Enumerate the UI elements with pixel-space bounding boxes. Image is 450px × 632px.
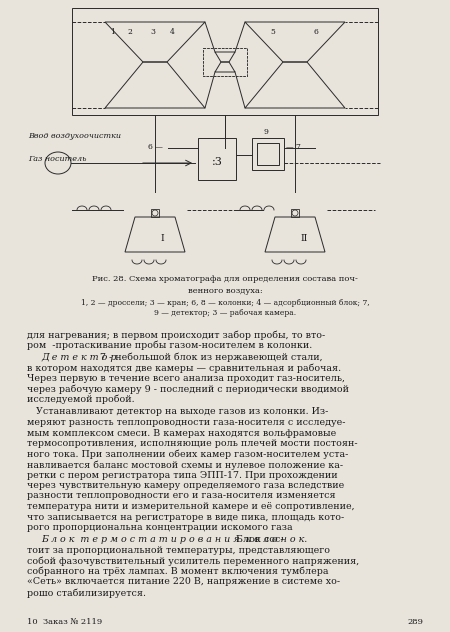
Text: навливается баланс мостовой схемы и нулевое положение ка-: навливается баланс мостовой схемы и нуле… [27,460,343,470]
Text: через рабочую камеру 9 - последний с периодически вводимой: через рабочую камеру 9 - последний с пер… [27,384,349,394]
Text: температура нити и измерительной камере и её сопротивление,: температура нити и измерительной камере … [27,502,355,511]
Text: для нагревания; в первом происходит забор пробы, то вто-: для нагревания; в первом происходит забо… [27,330,325,339]
Text: венного воздуха:: венного воздуха: [188,287,262,295]
Text: :3: :3 [212,157,222,167]
Bar [72,8,378,115]
Bar [198,138,236,180]
Text: термосопротивления, исполняющие роль плечей мости постоян-: термосопротивления, исполняющие роль пле… [27,439,358,448]
Bar [291,209,299,217]
Text: исследуемой пробой.: исследуемой пробой. [27,395,135,404]
Text: что записывается на регистраторе в виде пика, площадь кото-: что записывается на регистраторе в виде … [27,513,344,521]
Text: Устанавливают детектор на выходе газов из колонки. Из-: Устанавливают детектор на выходе газов и… [27,408,328,416]
Text: Через первую в течение всего анализа проходит газ-носитель,: Через первую в течение всего анализа про… [27,374,345,383]
Text: 1: 1 [110,28,115,36]
Text: I: I [160,234,164,243]
Text: 9 — детектор; 3 — рабочая камера.: 9 — детектор; 3 — рабочая камера. [154,309,296,317]
Text: 9: 9 [264,128,269,136]
Text: Блок сос-: Блок сос- [233,535,284,545]
Text: собранного на трёх лампах. В момент включения тумблера: собранного на трёх лампах. В момент вклю… [27,567,328,576]
Text: 2: 2 [127,28,132,36]
Text: ром  -протаскивание пробы газом-носителем в колонки.: ром -протаскивание пробы газом-носителем… [27,341,312,350]
Text: II: II [300,234,307,243]
Bar [257,143,279,165]
Text: «Сеть» включается питание 220 В, напряжение в системе хо-: «Сеть» включается питание 220 В, напряже… [27,578,340,586]
Text: Ввод воздухоочистки: Ввод воздухоочистки [28,132,121,140]
Text: Б л о к  т е р м о с т а т и р о в а н и я  к о л о н о к.: Б л о к т е р м о с т а т и р о в а н и … [41,535,307,545]
Text: 6: 6 [313,28,318,36]
Text: ретки с пером регистратора типа ЭПП-17. При прохождении: ретки с пером регистратора типа ЭПП-17. … [27,470,338,480]
Text: разности теплопроводности его и газа-носителя изменяется: разности теплопроводности его и газа-нос… [27,492,336,501]
Text: через чувствительную камеру определяемого газа вследствие: через чувствительную камеру определяемог… [27,481,344,490]
Text: в котором находятся две камеры — сравнительная и рабочая.: в котором находятся две камеры — сравнит… [27,363,341,373]
Text: 1, 2 — дроссели; 3 — кран; 6, 8 — колонки; 4 — адсорбционный блок; 7,: 1, 2 — дроссели; 3 — кран; 6, 8 — колонк… [81,299,369,307]
Text: Рис. 28. Схема хроматографа для определения состава поч-: Рис. 28. Схема хроматографа для определе… [92,275,358,283]
Text: меряют разность теплопроводности газа-носителя с исследуе-: меряют разность теплопроводности газа-но… [27,418,346,427]
Text: 289: 289 [407,618,423,626]
Text: 4: 4 [170,28,175,36]
Text: собой фазочувствительный усилитель переменного напряжения,: собой фазочувствительный усилитель перем… [27,557,359,566]
Text: Д е т е к т о р: Д е т е к т о р [41,353,117,362]
Text: тоит за пропорциональной температуры, представляющего: тоит за пропорциональной температуры, пр… [27,546,330,555]
Text: Газ носитель: Газ носитель [28,155,86,163]
Text: рошо стабилизируется.: рошо стабилизируется. [27,588,146,597]
Text: рого пропорциональна концентрации искомого газа: рого пропорциональна концентрации искомо… [27,523,293,532]
Bar [151,209,159,217]
Text: ного тока. При заполнении обеих камер газом-носителем уста-: ного тока. При заполнении обеих камер га… [27,449,348,459]
Text: 5: 5 [270,28,275,36]
Text: 6 —: 6 — [148,143,163,151]
Text: — 7: — 7 [286,143,301,151]
Text: мым комплексом смеси. В камерах находятся вольфрамовые: мым комплексом смеси. В камерах находятс… [27,428,336,437]
Text: 3: 3 [150,28,155,36]
Text: 7 - небольшой блок из нержавеющей стали,: 7 - небольшой блок из нержавеющей стали, [97,353,323,363]
Text: 10  Заказ № 2119: 10 Заказ № 2119 [27,618,102,626]
Bar [252,138,284,170]
